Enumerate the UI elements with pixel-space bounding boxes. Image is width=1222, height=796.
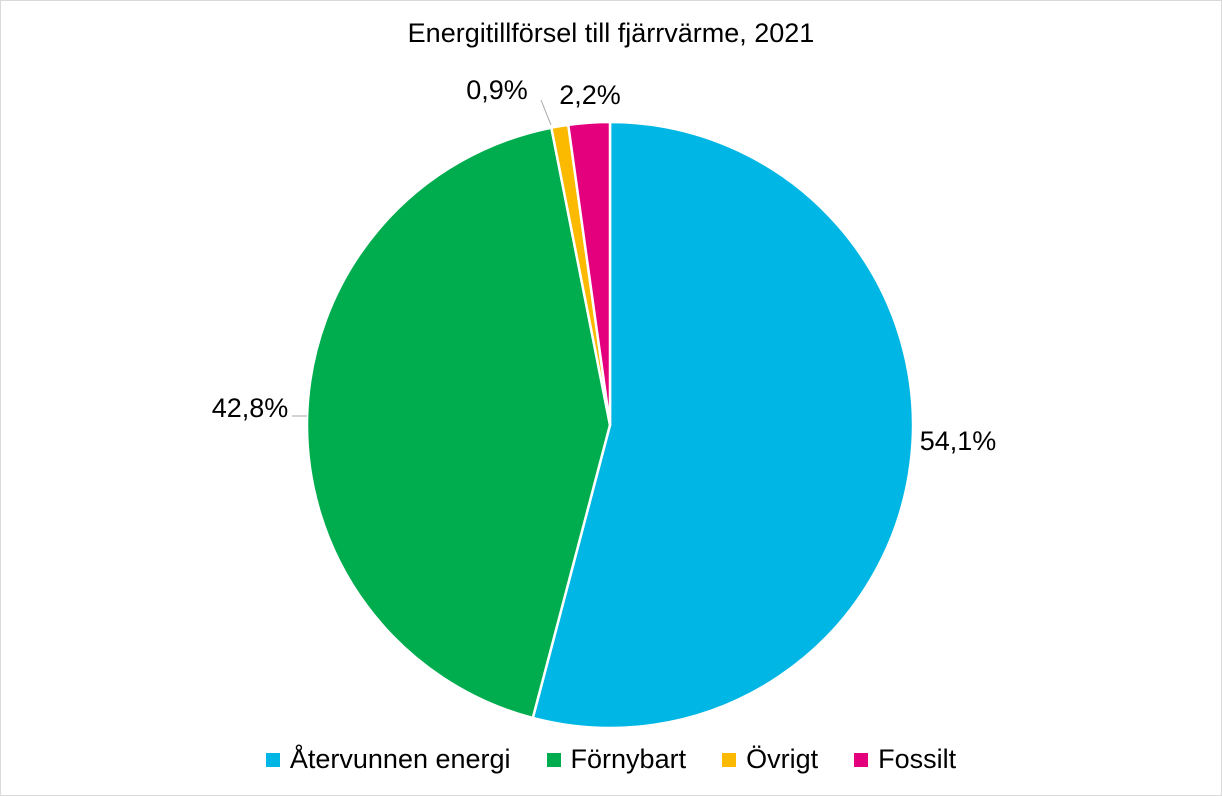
legend-label-fornybart: Förnybart [570, 744, 687, 774]
legend-label-ovrigt: Övrigt [746, 744, 819, 774]
legend-swatch-fossilt [854, 752, 869, 767]
legend-item-fornybart: Förnybart [546, 744, 687, 775]
data-label-ovrigt: 0,9% [466, 75, 528, 105]
chart-legend: Återvunnen energi Förnybart Övrigt Fossilt [0, 744, 1222, 775]
legend-swatch-ovrigt [722, 752, 737, 767]
data-label-fossilt: 2,2% [559, 80, 621, 110]
legend-label-atervunnen-energi: Återvunnen energi [289, 744, 511, 774]
chart-title: Energitillförsel till fjärrvärme, 2021 [407, 18, 815, 48]
legend-item-ovrigt: Övrigt [722, 744, 818, 775]
legend-item-fossilt: Fossilt [854, 744, 956, 775]
data-label-fornybart: 42,8% [212, 393, 289, 423]
pie-slice-atervunnen-energi [531, 120, 915, 730]
legend-label-fossilt: Fossilt [878, 744, 957, 774]
leader-line-ovrigt [540, 99, 552, 126]
pie-slice-fossilt [567, 120, 612, 427]
data-label-atervunnen-energi: 54,1% [920, 426, 997, 456]
pie-slice-fornybart [305, 126, 612, 720]
legend-swatch-atervunnen-energi [265, 752, 280, 767]
legend-swatch-fornybart [546, 752, 561, 767]
legend-item-atervunnen-energi: Återvunnen energi [265, 744, 511, 775]
